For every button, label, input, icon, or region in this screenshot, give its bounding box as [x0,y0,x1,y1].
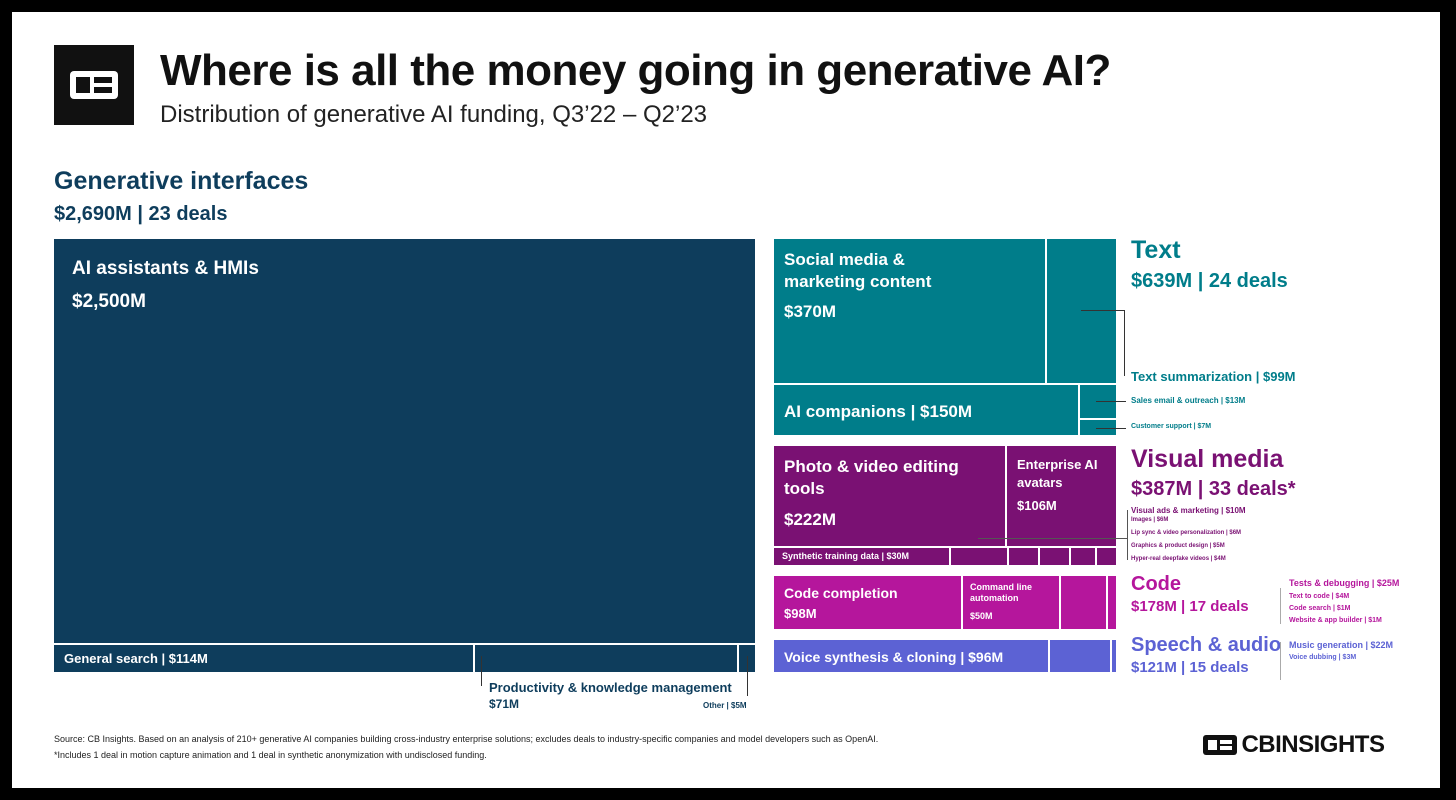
brand-wordmark: CBINSIGHTS [1241,731,1385,758]
leader-sales-email [1096,401,1126,402]
footer-note: *Includes 1 deal in motion capture anima… [54,750,487,760]
cb-logo-icon [54,45,134,125]
tile-synthetic-training-label: Synthetic training data | $30M [782,551,910,561]
tile-command-line: Command line automation $50M [962,575,1060,630]
tile-code-completion-value: $98M [784,606,817,621]
leader-visual-small [978,538,1128,539]
brand-logo: CBINSIGHTS [1203,731,1385,759]
tile-ai-assistants-label: AI assistants & HMIs [72,258,259,279]
label-sales-email: Sales email & outreach | $13M [1131,396,1246,405]
category-text-stat: $639M | 24 deals [1131,270,1288,292]
label-graphics-design: Graphics & product design | $5M [1131,543,1225,549]
tile-ai-assistants: AI assistants & HMIs $2,500M [53,238,756,644]
leader-code-bracket [1280,588,1281,624]
category-code-name: Code [1131,573,1181,595]
tile-photo-video: Photo & video editing tools $222M [773,445,1006,547]
leader-customer-support [1096,428,1126,429]
label-text-summarization: Text summarization | $99M [1131,369,1296,384]
label-text-to-code: Text to code | $4M [1289,593,1350,600]
tile-general-search: General search | $114M [53,644,474,673]
label-website-builder: Website & app builder | $1M [1289,617,1382,624]
category-speech-stat: $121M | 15 deals [1131,659,1249,676]
label-music-generation: Music generation | $22M [1289,640,1394,650]
tile-text-to-code [1107,575,1117,630]
category-interfaces-name: Generative interfaces [54,167,309,195]
tile-code-completion-label: Code completion [784,585,898,601]
brand-logo-icon [1203,735,1237,755]
label-lip-sync: Lip sync & video personalization | $6M [1131,530,1242,536]
tile-enterprise-avatars-label: Enterprise AI avatars [1017,457,1098,490]
tile-photo-video-value: $222M [784,510,836,529]
category-visual-name: Visual media [1131,445,1284,473]
label-productivity: Productivity & knowledge management [489,680,732,695]
tile-graphics-design [1070,547,1096,566]
label-other: Other | $5M [703,701,747,710]
tile-ai-assistants-value: $2,500M [72,291,146,312]
tile-text-summarization [1046,238,1117,384]
tile-ai-companions-label: AI companions | $150M [784,402,973,421]
leader-text-summ-v [1124,310,1125,376]
tile-enterprise-avatars-value: $106M [1017,498,1057,513]
page-title: Where is all the money going in generati… [160,46,1111,95]
leader-productivity [481,656,482,686]
tile-synthetic-training: Synthetic training data | $30M [773,547,950,566]
tile-voice-synthesis: Voice synthesis & cloning | $96M [773,639,1049,673]
leader-other [747,656,748,696]
tile-code-completion: Code completion $98M [773,575,962,630]
footer-source: Source: CB Insights. Based on an analysi… [54,734,879,744]
tile-command-line-value: $50M [970,611,993,621]
tile-voice-synthesis-label: Voice synthesis & cloning | $96M [784,649,1004,665]
tile-voice-dubbing [1111,639,1117,673]
label-hyper-real: Hyper-real deepfake videos | $4M [1131,556,1226,562]
tile-lip-sync [1039,547,1070,566]
category-interfaces-stat: $2,690M | 23 deals [54,203,228,225]
tile-images [1008,547,1039,566]
label-code-search: Code search | $1M [1289,605,1351,612]
page-subtitle: Distribution of generative AI funding, Q… [160,101,708,128]
tile-music-generation [1049,639,1111,673]
tile-social-media: Social media & marketing content $370M [773,238,1046,384]
tile-social-media-value: $370M [784,302,836,321]
tile-visual-ads [950,547,1008,566]
tile-enterprise-avatars: Enterprise AI avatars $106M [1006,445,1117,547]
value-productivity: $71M [489,697,520,711]
category-speech-name: Speech & audio [1131,634,1282,656]
label-customer-support: Customer support | $7M [1131,423,1212,430]
label-voice-dubbing: Voice dubbing | $3M [1289,654,1357,661]
leader-speech-bracket [1280,642,1281,680]
tile-customer-support [1079,419,1117,436]
tile-productivity [474,644,738,673]
tile-tests-debugging [1060,575,1107,630]
category-code-stat: $178M | 17 deals [1131,598,1249,615]
tile-general-search-label: General search | $114M [64,651,208,666]
leader-text-summ-h [1081,310,1125,311]
tile-ai-companions: AI companions | $150M [773,384,1079,436]
tile-social-media-label: Social media & marketing content [784,250,932,292]
tile-photo-video-label: Photo & video editing tools [784,457,959,499]
tile-command-line-label: Command line automation [970,582,1033,604]
tile-hyper-real [1096,547,1117,566]
label-tests-debugging: Tests & debugging | $25M [1289,578,1400,588]
leader-visual-small-v [1127,510,1128,560]
cb-logo-mark [70,71,118,99]
label-visual-ads: Visual ads & marketing | $10M [1131,506,1246,515]
category-text-name: Text [1131,236,1181,264]
label-images: Images | $6M [1131,517,1169,523]
category-visual-stat: $387M | 33 deals* [1131,478,1296,500]
